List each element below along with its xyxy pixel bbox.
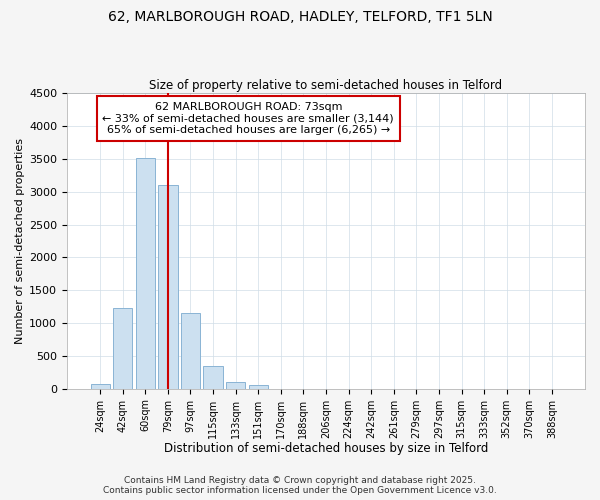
Bar — [158, 185, 178, 388]
Bar — [226, 382, 245, 388]
Bar — [136, 158, 155, 388]
Text: 62, MARLBOROUGH ROAD, HADLEY, TELFORD, TF1 5LN: 62, MARLBOROUGH ROAD, HADLEY, TELFORD, T… — [107, 10, 493, 24]
Text: Contains HM Land Registry data © Crown copyright and database right 2025.
Contai: Contains HM Land Registry data © Crown c… — [103, 476, 497, 495]
Bar — [181, 313, 200, 388]
Bar — [91, 384, 110, 388]
Y-axis label: Number of semi-detached properties: Number of semi-detached properties — [15, 138, 25, 344]
Bar — [203, 366, 223, 388]
X-axis label: Distribution of semi-detached houses by size in Telford: Distribution of semi-detached houses by … — [164, 442, 488, 455]
Bar — [248, 386, 268, 388]
Text: 62 MARLBOROUGH ROAD: 73sqm
← 33% of semi-detached houses are smaller (3,144)
65%: 62 MARLBOROUGH ROAD: 73sqm ← 33% of semi… — [103, 102, 394, 135]
Bar — [113, 308, 133, 388]
Title: Size of property relative to semi-detached houses in Telford: Size of property relative to semi-detach… — [149, 79, 503, 92]
